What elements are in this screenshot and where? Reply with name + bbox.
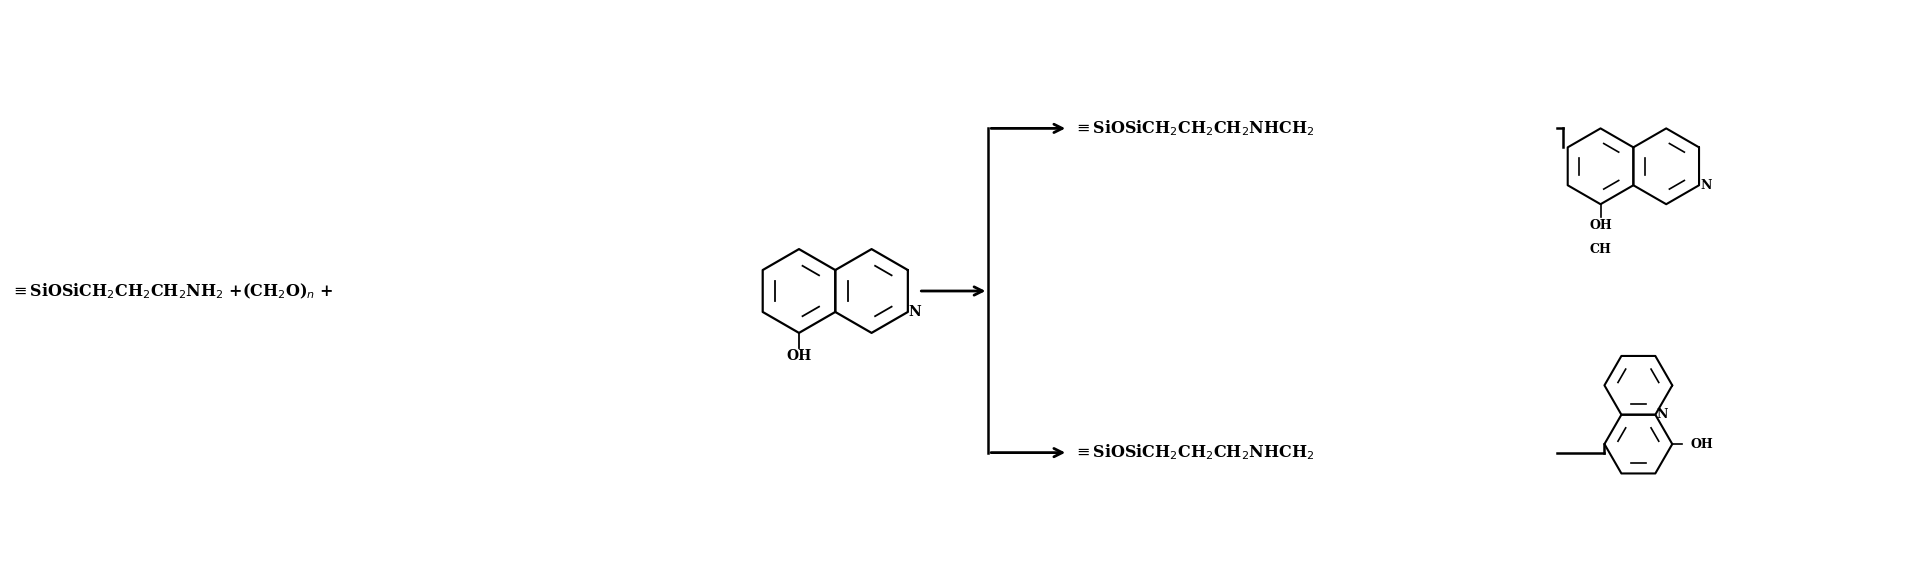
Text: $\equiv$SiOSiCH$_2$CH$_2$CH$_2$NHCH$_2$: $\equiv$SiOSiCH$_2$CH$_2$CH$_2$NHCH$_2$: [1073, 118, 1314, 138]
Text: $\equiv$SiOSiCH$_2$CH$_2$CH$_2$NHCH$_2$: $\equiv$SiOSiCH$_2$CH$_2$CH$_2$NHCH$_2$: [1073, 442, 1314, 462]
Text: OH: OH: [787, 349, 812, 363]
Text: N: N: [1699, 179, 1711, 192]
Text: OH: OH: [1589, 219, 1612, 231]
Text: $\equiv$SiOSiCH$_2$CH$_2$CH$_2$NH$_2$ +(CH$_2$O)$_n$ +: $\equiv$SiOSiCH$_2$CH$_2$CH$_2$NH$_2$ +(…: [10, 282, 333, 301]
Text: OH: OH: [1692, 438, 1715, 451]
Text: CH: CH: [1589, 244, 1612, 257]
Text: N: N: [909, 305, 922, 319]
Text: N: N: [1655, 408, 1667, 421]
